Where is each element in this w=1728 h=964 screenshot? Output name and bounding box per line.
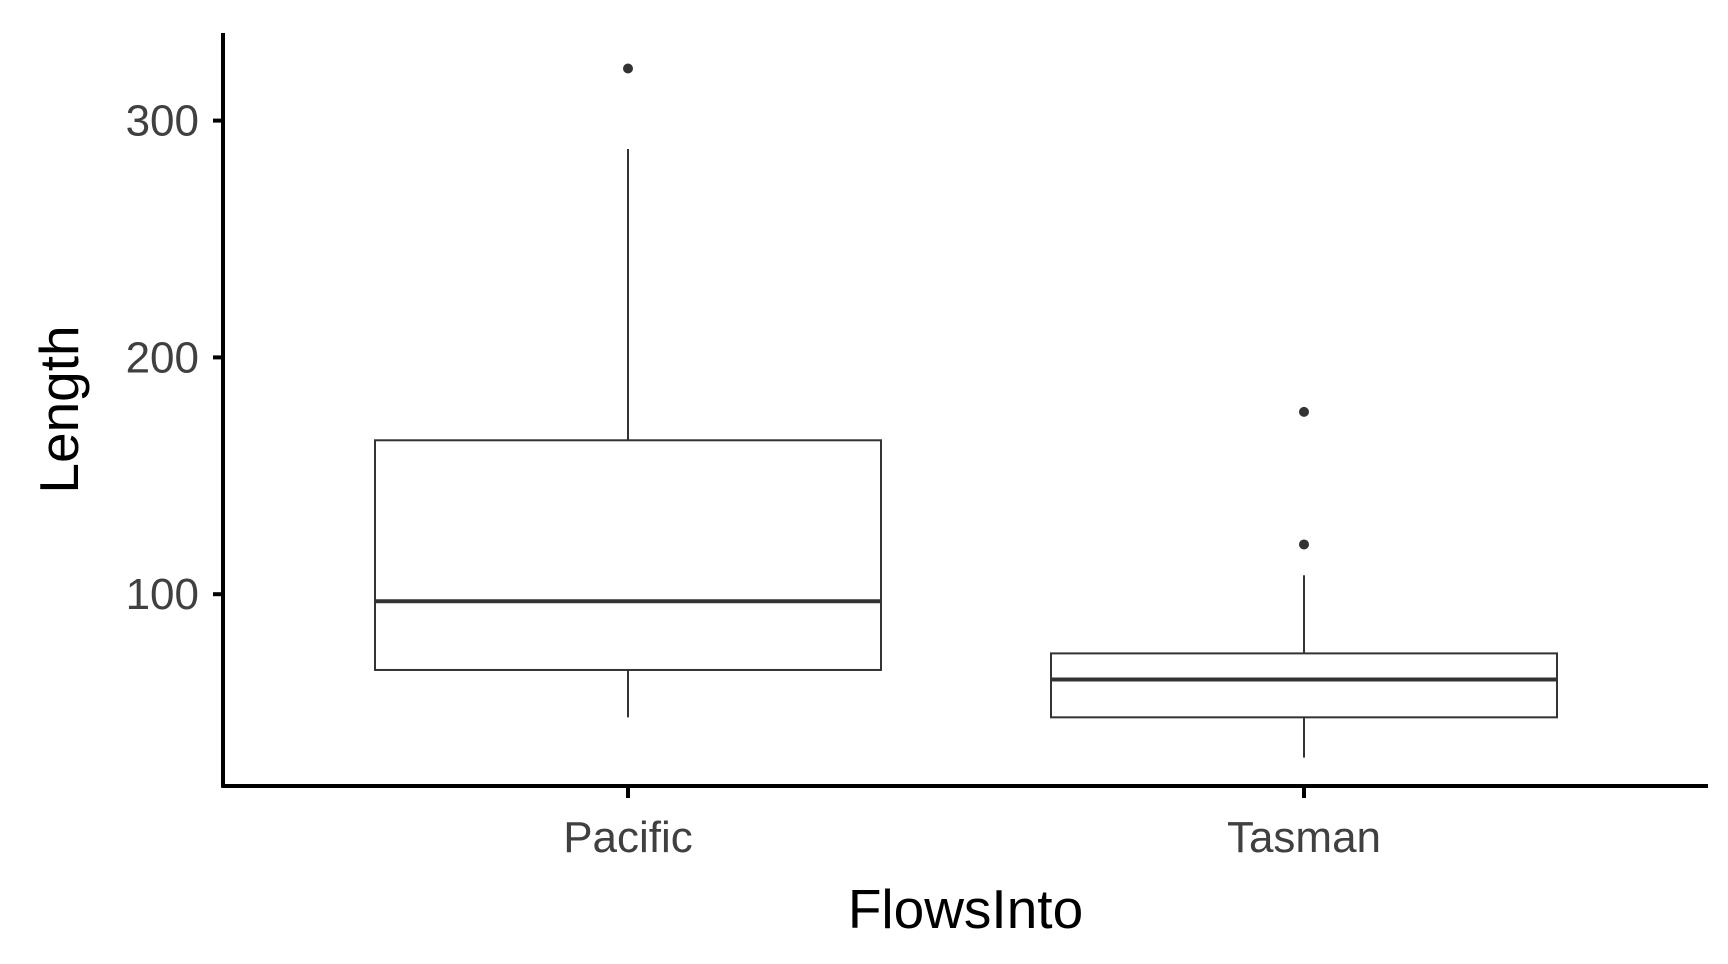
x-axis-title: FlowsInto [848, 878, 1083, 940]
plot-area [374, 63, 1558, 758]
outlier-point [1299, 406, 1309, 417]
y-tick-label: 100 [126, 570, 199, 619]
box-iqr [374, 439, 882, 671]
box-tasman [1050, 406, 1558, 758]
outlier-point [623, 63, 633, 74]
y-tick-label: 200 [126, 333, 199, 382]
y-tick-label: 300 [126, 97, 199, 146]
x-tick-label: Pacific [563, 813, 693, 862]
x-tick-label: Tasman [1227, 813, 1381, 862]
outlier-point [1299, 539, 1309, 550]
y-axis-title: Length [28, 325, 90, 493]
box-iqr [1050, 652, 1558, 719]
axes: 100 200 300 Pacific Tasman [126, 33, 1708, 862]
box-pacific [374, 63, 882, 718]
